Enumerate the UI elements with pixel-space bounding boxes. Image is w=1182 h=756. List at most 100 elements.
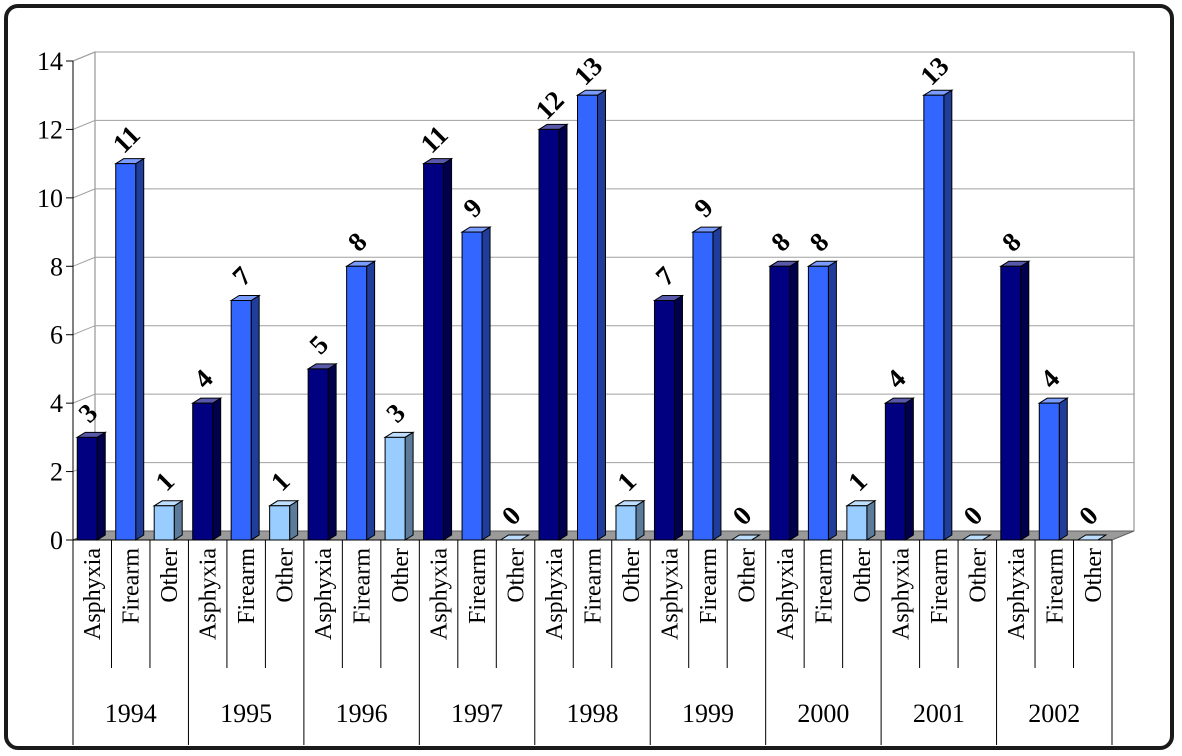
bar-front xyxy=(653,300,675,541)
bar-side xyxy=(481,226,491,541)
bar-1997-firearm xyxy=(460,226,492,541)
bar-1994-asphyxia xyxy=(75,431,107,541)
bar-front xyxy=(538,128,560,541)
bar-side xyxy=(597,89,606,541)
x-category-label: Other xyxy=(619,548,645,603)
x-category-label: Asphyxia xyxy=(80,548,106,640)
bar-front xyxy=(230,300,252,541)
bar-side xyxy=(866,499,876,541)
x-group-label: 1994 xyxy=(105,699,157,728)
bar-front xyxy=(615,505,637,541)
x-category-label: Firearm xyxy=(927,548,953,624)
y-tick-label: 2 xyxy=(50,458,63,487)
x-group-label: 1998 xyxy=(567,699,619,728)
bar-front xyxy=(153,505,175,541)
bar-front xyxy=(846,505,868,541)
x-group-label: 2002 xyxy=(1028,699,1080,728)
x-category-label: Asphyxia xyxy=(1004,548,1030,640)
bar-2000-asphyxia xyxy=(768,260,800,541)
bar-1998-other xyxy=(614,499,646,541)
bar-front xyxy=(346,265,368,541)
x-category-label: Asphyxia xyxy=(311,548,337,640)
bar-side xyxy=(404,431,414,541)
bar-1996-other xyxy=(383,431,415,541)
bar-front xyxy=(307,368,329,541)
x-category-label: Firearm xyxy=(119,548,145,624)
bar-front xyxy=(807,265,829,541)
chart-walls xyxy=(72,51,1135,541)
x-category-label: Firearm xyxy=(696,548,722,624)
y-tick-label: 4 xyxy=(50,389,63,418)
x-group-label: 1996 xyxy=(336,699,388,728)
x-group-label: 2001 xyxy=(913,699,965,728)
bar-side xyxy=(789,260,799,541)
bar-1994-firearm xyxy=(113,157,146,541)
y-axis: 0 2 4 6 8 10 12 14 xyxy=(37,47,74,555)
bar-side xyxy=(212,397,222,541)
bar-2002-firearm xyxy=(1037,397,1070,541)
bar-front xyxy=(577,94,598,541)
y-tick-label: 10 xyxy=(37,184,63,213)
bar-front xyxy=(192,402,214,541)
gridline xyxy=(72,119,1134,130)
bar-side xyxy=(327,363,337,541)
bar-side xyxy=(366,260,376,541)
x-category-label: Firearm xyxy=(350,548,376,624)
bar-side xyxy=(96,431,106,541)
x-category-label: Other xyxy=(504,548,530,603)
bar-front xyxy=(269,505,291,541)
bar-front xyxy=(769,265,791,541)
bar-2000-other xyxy=(845,499,877,541)
bar-2001-firearm xyxy=(922,89,954,541)
x-category-label: Other xyxy=(1081,548,1107,603)
bar-side xyxy=(635,499,645,541)
bar-side xyxy=(250,294,260,541)
x-category-label: Firearm xyxy=(465,548,491,624)
x-category-label: Asphyxia xyxy=(888,548,914,640)
bar-1996-firearm xyxy=(344,260,377,541)
bar-1998-firearm xyxy=(575,89,608,541)
x-group-label: 1999 xyxy=(682,699,734,728)
x-category-label: Firearm xyxy=(581,548,607,624)
bar-side xyxy=(904,397,914,541)
y-tick-label: 12 xyxy=(37,115,63,144)
x-category-label: Asphyxia xyxy=(542,548,568,640)
x-category-label: Asphyxia xyxy=(773,548,799,640)
bar-front xyxy=(384,436,406,541)
bar-front xyxy=(923,94,945,541)
x-category-label: Asphyxia xyxy=(657,548,683,640)
x-category-label: Asphyxia xyxy=(196,548,222,640)
x-category-label: Other xyxy=(734,548,760,603)
bar-1995-other xyxy=(267,499,300,541)
bar-1999-firearm xyxy=(691,226,723,541)
x-category-label: Other xyxy=(965,548,991,603)
bar-front xyxy=(76,436,98,541)
gridline xyxy=(72,51,1134,62)
bar-1995-firearm xyxy=(229,294,261,541)
bar-1994-other xyxy=(152,499,184,541)
bar-side xyxy=(712,226,722,541)
bar-1999-asphyxia xyxy=(652,294,685,541)
y-tick-label: 0 xyxy=(50,526,63,555)
bar-front xyxy=(423,163,445,541)
x-category-label: Firearm xyxy=(234,548,260,624)
y-tick-label: 14 xyxy=(37,47,63,76)
x-group-label: 1995 xyxy=(220,699,272,728)
bar-side xyxy=(443,157,453,541)
bar-1996-asphyxia xyxy=(306,363,338,541)
y-tick-label: 6 xyxy=(50,321,63,350)
bar-front xyxy=(1000,265,1022,541)
bars xyxy=(75,89,1108,541)
x-category-label: Other xyxy=(273,548,299,603)
bar-side xyxy=(827,260,837,541)
bar-side xyxy=(558,123,568,541)
bar-side xyxy=(173,499,183,541)
bar-1997-asphyxia xyxy=(421,157,454,541)
bar-side xyxy=(673,294,683,541)
gridline xyxy=(72,188,1134,199)
bar-front xyxy=(692,231,714,541)
x-category-label: Firearm xyxy=(811,548,837,624)
bar-front xyxy=(884,402,906,541)
x-group-label: 1997 xyxy=(451,699,503,728)
bar-side xyxy=(289,499,299,541)
